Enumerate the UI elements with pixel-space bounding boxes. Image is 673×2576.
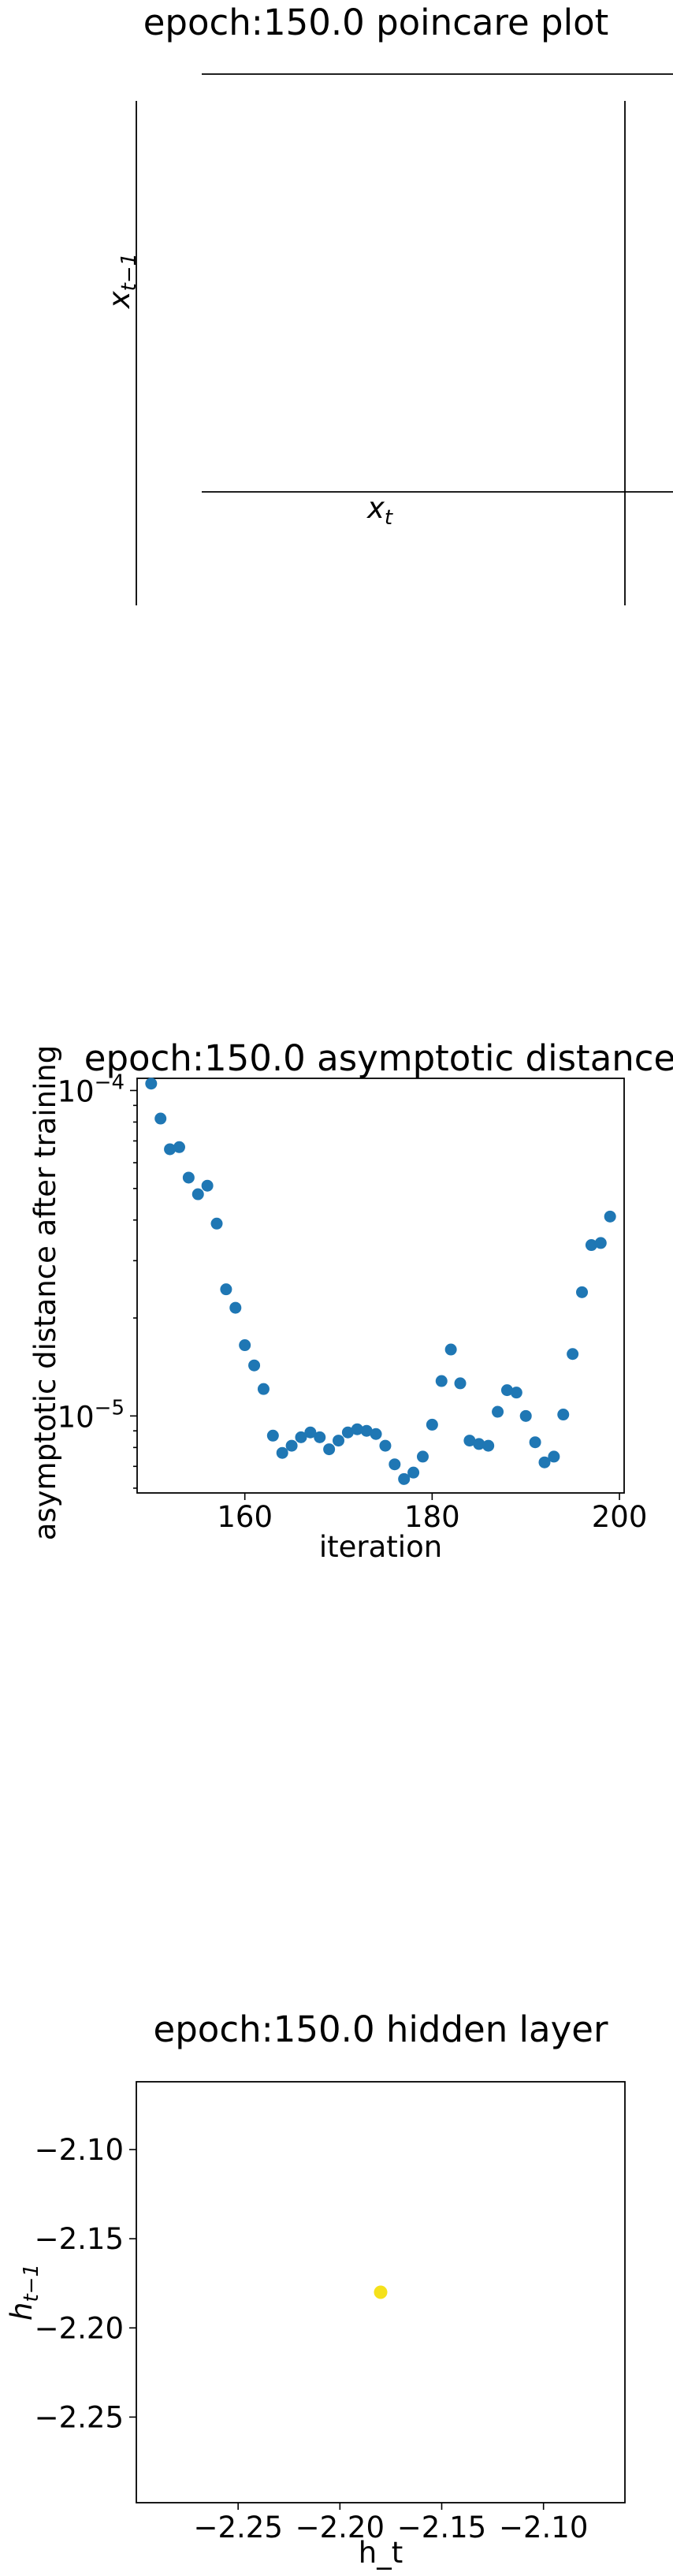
data-point bbox=[576, 1286, 589, 1298]
data-point bbox=[210, 1217, 223, 1230]
data-point bbox=[548, 1450, 560, 1463]
asymptotic-x-ticks: 160 180 200 bbox=[217, 1493, 647, 1534]
y-tick-label: −2.10 bbox=[35, 2133, 124, 2167]
data-point bbox=[454, 1377, 467, 1390]
data-point bbox=[360, 1424, 373, 1437]
hidden-layer-points bbox=[374, 2285, 388, 2299]
asymptotic-distance-chart: epoch:150.0 asymptotic distance 160 180 20… bbox=[28, 1037, 673, 1564]
data-point bbox=[164, 1143, 177, 1156]
data-point bbox=[173, 1141, 185, 1153]
asymptotic-plot-area bbox=[136, 1078, 625, 1494]
x-tick-label: 180 bbox=[404, 1500, 460, 1534]
data-point bbox=[276, 1446, 288, 1459]
data-point bbox=[341, 1426, 354, 1439]
x-tick-label: −2.15 bbox=[397, 2511, 486, 2544]
data-point bbox=[201, 1179, 214, 1192]
y-tick-label: −2.15 bbox=[35, 2222, 124, 2256]
data-point bbox=[220, 1283, 232, 1296]
data-point bbox=[398, 1472, 411, 1485]
data-point bbox=[510, 1387, 522, 1399]
data-point bbox=[239, 1339, 251, 1352]
data-point bbox=[444, 1343, 457, 1356]
data-point bbox=[529, 1436, 541, 1449]
data-point bbox=[426, 1418, 438, 1431]
x-tick-label: −2.20 bbox=[296, 2511, 385, 2544]
hidden-layer-plot-area bbox=[136, 2081, 626, 2503]
hidden-layer-ylabel: ht−1 bbox=[5, 2264, 43, 2321]
data-point bbox=[248, 1359, 261, 1372]
hidden-layer-x-ticks: −2.25 −2.20 −2.15 −2.10 bbox=[193, 2503, 588, 2544]
x-tick-label: 160 bbox=[217, 1500, 273, 1534]
poincare-plot-title: epoch:150.0 poincare plot bbox=[143, 2, 609, 43]
y-tick-label: −2.25 bbox=[35, 2400, 124, 2434]
hidden-layer-y-ticks: −2.25 −2.20 −2.15 −2.10 bbox=[35, 2133, 136, 2434]
asymptotic-title: epoch:150.0 asymptotic distance bbox=[84, 1037, 673, 1079]
data-point bbox=[145, 1078, 158, 1090]
y-tick-label: −2.20 bbox=[35, 2311, 124, 2345]
data-point bbox=[229, 1301, 242, 1314]
data-point bbox=[389, 1458, 401, 1471]
data-point bbox=[435, 1375, 448, 1387]
data-point bbox=[463, 1435, 476, 1447]
y-tick-label: 10−4 bbox=[58, 1070, 125, 1108]
data-point bbox=[594, 1237, 607, 1249]
data-point bbox=[351, 1423, 363, 1435]
data-point bbox=[567, 1348, 579, 1361]
data-point bbox=[473, 1438, 485, 1450]
data-point bbox=[295, 1431, 307, 1443]
x-tick-label: −2.25 bbox=[193, 2511, 282, 2544]
poincare-xlabel: xt bbox=[366, 491, 393, 530]
data-point bbox=[370, 1428, 382, 1440]
data-point bbox=[285, 1439, 298, 1452]
data-point bbox=[585, 1239, 597, 1252]
data-point bbox=[500, 1384, 513, 1397]
data-point bbox=[182, 1171, 195, 1184]
data-point bbox=[519, 1409, 532, 1422]
data-point bbox=[314, 1431, 326, 1443]
data-point bbox=[257, 1383, 270, 1395]
x-tick-label: 200 bbox=[592, 1500, 648, 1534]
hidden-layer-chart: epoch:150.0 hidden layer −2.25 −2.20 −2.15… bbox=[5, 2008, 626, 2570]
data-point bbox=[374, 2285, 388, 2299]
data-point bbox=[604, 1210, 616, 1223]
x-tick-label: −2.10 bbox=[499, 2511, 588, 2544]
poincare-plot: epoch:150.0 poincare plot xt xt−1 bbox=[102, 2, 673, 605]
data-point bbox=[266, 1429, 279, 1442]
data-point bbox=[557, 1409, 570, 1421]
asymptotic-xlabel: iteration bbox=[319, 1530, 442, 1564]
hidden-layer-title: epoch:150.0 hidden layer bbox=[154, 2008, 608, 2050]
data-point bbox=[416, 1450, 429, 1463]
data-point bbox=[191, 1188, 204, 1201]
data-point bbox=[304, 1426, 317, 1439]
y-tick-label: 10−5 bbox=[58, 1396, 125, 1434]
asymptotic-ylabel: asymptotic distance after training bbox=[28, 1045, 62, 1541]
data-point bbox=[407, 1466, 420, 1479]
data-point bbox=[333, 1435, 345, 1447]
data-point bbox=[482, 1439, 495, 1452]
data-point bbox=[492, 1405, 504, 1418]
data-point bbox=[154, 1112, 167, 1125]
data-point bbox=[323, 1443, 336, 1456]
data-point bbox=[379, 1439, 392, 1452]
asymptotic-points bbox=[145, 1078, 616, 1485]
poincare-ylabel: xt−1 bbox=[102, 253, 141, 309]
asymptotic-y-ticks: 10−5 10−4 bbox=[58, 1070, 137, 1489]
hidden-layer-xlabel: h_t bbox=[359, 2536, 403, 2570]
data-point bbox=[538, 1456, 551, 1469]
